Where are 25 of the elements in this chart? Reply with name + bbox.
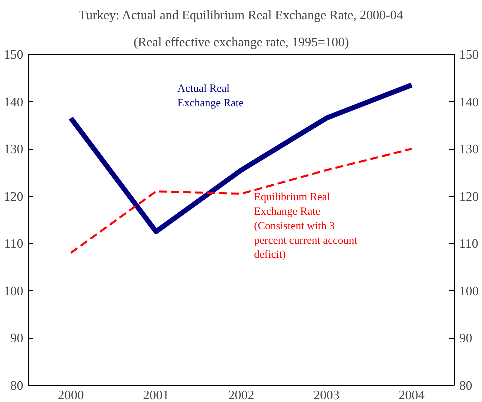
series-label: Equilibrium Real Exchange Rate (Consistent with 3 percent current account deficit) <box>254 192 358 262</box>
y2-tick-label: 120 <box>460 188 479 204</box>
y2-tick-label: 140 <box>460 94 479 110</box>
y2-tick-label: 150 <box>460 47 479 62</box>
chart-title: Turkey: Actual and Equilibrium Real Exchange Rate, 2000-04 <box>78 8 404 22</box>
y-tick-label: 150 <box>4 47 24 62</box>
y-tick-label: 90 <box>10 330 24 346</box>
x-tick-label: 2000 <box>58 388 84 402</box>
y2-tick-label: 80 <box>460 378 472 393</box>
y2-tick-label: 90 <box>460 330 472 346</box>
y2-tick-label: 110 <box>460 236 479 252</box>
x-tick-label: 2002 <box>228 388 254 402</box>
y-tick-label: 120 <box>4 188 24 204</box>
y-tick-label: 130 <box>4 142 24 157</box>
x-tick-label: 2004 <box>398 388 426 402</box>
x-tick-label: 2003 <box>314 388 340 402</box>
x-tick-label: 2001 <box>143 388 170 402</box>
y-tick-label: 80 <box>10 378 24 393</box>
y-tick-label: 110 <box>4 236 24 252</box>
chart-subtitle: (Real effective exchange rate, 1995=100) <box>134 34 350 50</box>
y-tick-label: 140 <box>4 94 24 110</box>
y-tick-label: 100 <box>4 283 24 298</box>
y2-tick-label: 100 <box>460 283 479 298</box>
text: Actual Real Exchange Rate <box>178 82 244 110</box>
y2-tick-label: 130 <box>460 142 479 157</box>
